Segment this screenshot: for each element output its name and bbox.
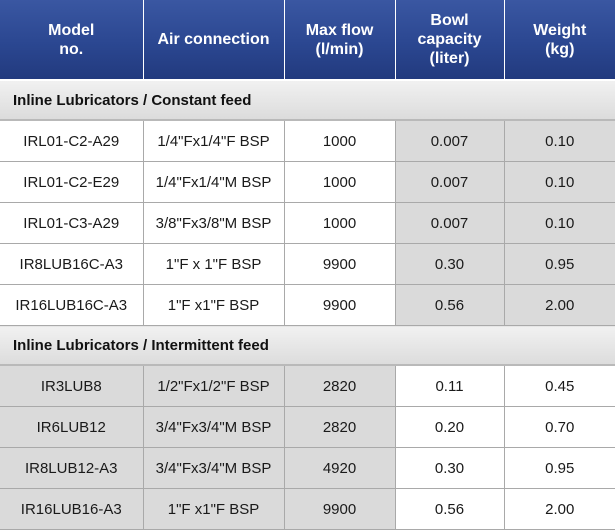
header-row: Model no. Air connection Max flow (l/min… (0, 0, 615, 80)
header-bowl-capacity: Bowl capacity (liter) (395, 0, 504, 80)
weight-cell: 0.10 (504, 120, 615, 162)
table-row: IR16LUB16-A3 1"F x1"F BSP 9900 0.56 2.00 (0, 489, 615, 530)
max-flow-cell: 9900 (284, 489, 395, 530)
max-flow-cell: 4920 (284, 448, 395, 489)
max-flow-cell: 2820 (284, 365, 395, 407)
table-row: IRL01-C2-A29 1/4"Fx1/4"F BSP 1000 0.007 … (0, 120, 615, 162)
max-flow-cell: 9900 (284, 285, 395, 326)
weight-cell: 2.00 (504, 489, 615, 530)
weight-cell: 0.10 (504, 162, 615, 203)
weight-cell: 0.45 (504, 365, 615, 407)
header-model: Model no. (0, 0, 143, 80)
max-flow-cell: 1000 (284, 203, 395, 244)
air-connection-cell: 1/4"Fx1/4"M BSP (143, 162, 284, 203)
weight-cell: 0.70 (504, 407, 615, 448)
bowl-capacity-cell: 0.007 (395, 203, 504, 244)
model-cell: IR16LUB16C-A3 (0, 285, 143, 326)
model-cell: IRL01-C2-E29 (0, 162, 143, 203)
weight-cell: 0.95 (504, 244, 615, 285)
section-title: Inline Lubricators / Intermittent feed (0, 326, 615, 366)
header-bowl-line: Bowl (396, 11, 504, 30)
header-weight-line: Weight (505, 21, 615, 40)
header-bowl-line: (liter) (396, 49, 504, 68)
table-body: Inline Lubricators / Constant feed IRL01… (0, 80, 615, 530)
header-air-line: Air connection (144, 30, 284, 49)
weight-cell: 2.00 (504, 285, 615, 326)
header-flow-line: (l/min) (285, 40, 395, 59)
bowl-capacity-cell: 0.56 (395, 285, 504, 326)
bowl-capacity-cell: 0.007 (395, 120, 504, 162)
header-model-line: Model (0, 21, 143, 40)
bowl-capacity-cell: 0.56 (395, 489, 504, 530)
model-cell: IR8LUB16C-A3 (0, 244, 143, 285)
model-cell: IRL01-C2-A29 (0, 120, 143, 162)
bowl-capacity-cell: 0.30 (395, 244, 504, 285)
model-cell: IR6LUB12 (0, 407, 143, 448)
air-connection-cell: 3/4"Fx3/4"M BSP (143, 407, 284, 448)
table-row: IR8LUB12-A3 3/4"Fx3/4"M BSP 4920 0.30 0.… (0, 448, 615, 489)
max-flow-cell: 9900 (284, 244, 395, 285)
section-title: Inline Lubricators / Constant feed (0, 80, 615, 120)
weight-cell: 0.95 (504, 448, 615, 489)
table-row: IR16LUB16C-A3 1"F x1"F BSP 9900 0.56 2.0… (0, 285, 615, 326)
bowl-capacity-cell: 0.20 (395, 407, 504, 448)
table-header: Model no. Air connection Max flow (l/min… (0, 0, 615, 80)
header-model-line: no. (0, 40, 143, 59)
max-flow-cell: 2820 (284, 407, 395, 448)
air-connection-cell: 1/2"Fx1/2"F BSP (143, 365, 284, 407)
air-connection-cell: 1"F x1"F BSP (143, 285, 284, 326)
table-row: IR6LUB12 3/4"Fx3/4"M BSP 2820 0.20 0.70 (0, 407, 615, 448)
model-cell: IR16LUB16-A3 (0, 489, 143, 530)
bowl-capacity-cell: 0.30 (395, 448, 504, 489)
header-max-flow: Max flow (l/min) (284, 0, 395, 80)
air-connection-cell: 1"F x 1"F BSP (143, 244, 284, 285)
table-row: IRL01-C3-A29 3/8"Fx3/8"M BSP 1000 0.007 … (0, 203, 615, 244)
max-flow-cell: 1000 (284, 120, 395, 162)
weight-cell: 0.10 (504, 203, 615, 244)
section-row-constant-feed: Inline Lubricators / Constant feed (0, 80, 615, 120)
table-row: IR8LUB16C-A3 1"F x 1"F BSP 9900 0.30 0.9… (0, 244, 615, 285)
model-cell: IR3LUB8 (0, 365, 143, 407)
header-weight: Weight (kg) (504, 0, 615, 80)
header-bowl-line: capacity (396, 30, 504, 49)
model-cell: IR8LUB12-A3 (0, 448, 143, 489)
max-flow-cell: 1000 (284, 162, 395, 203)
table-row: IR3LUB8 1/2"Fx1/2"F BSP 2820 0.11 0.45 (0, 365, 615, 407)
model-cell: IRL01-C3-A29 (0, 203, 143, 244)
bowl-capacity-cell: 0.11 (395, 365, 504, 407)
air-connection-cell: 3/4"Fx3/4"M BSP (143, 448, 284, 489)
header-weight-line: (kg) (505, 40, 615, 59)
air-connection-cell: 1/4"Fx1/4"F BSP (143, 120, 284, 162)
section-row-intermittent-feed: Inline Lubricators / Intermittent feed (0, 326, 615, 366)
table-row: IRL01-C2-E29 1/4"Fx1/4"M BSP 1000 0.007 … (0, 162, 615, 203)
air-connection-cell: 1"F x1"F BSP (143, 489, 284, 530)
bowl-capacity-cell: 0.007 (395, 162, 504, 203)
air-connection-cell: 3/8"Fx3/8"M BSP (143, 203, 284, 244)
header-flow-line: Max flow (285, 21, 395, 40)
header-air-connection: Air connection (143, 0, 284, 80)
